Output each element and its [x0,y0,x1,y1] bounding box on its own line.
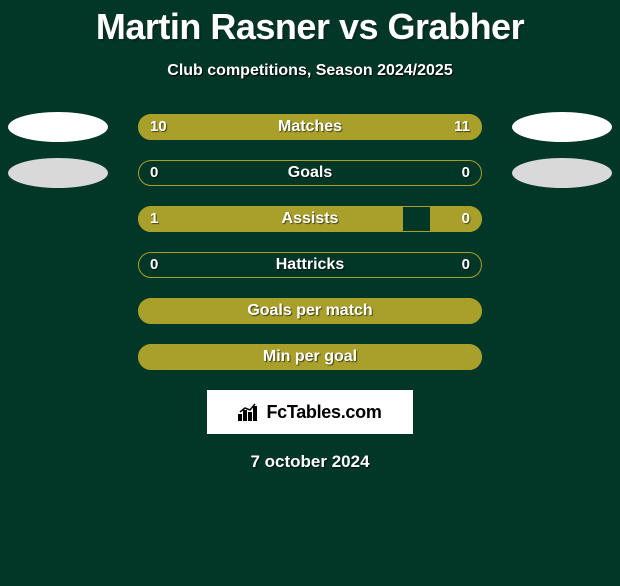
stat-value-left: 10 [150,114,167,140]
player2-name: Grabher [388,6,525,47]
logo-text: FcTables.com [266,402,381,423]
stat-row: Min per goal [0,344,620,370]
logo-box: FcTables.com [207,390,413,434]
stat-label: Assists [138,206,482,232]
stat-value-left: 0 [150,252,158,278]
player1-ellipse [8,158,108,188]
player1-name: Martin Rasner [96,6,330,47]
stat-label: Hattricks [138,252,482,278]
stat-value-left: 1 [150,206,158,232]
stat-row: Goals0 0 [0,160,620,186]
vs-text: vs [339,6,378,47]
stat-label: Goals [138,160,482,186]
stat-value-right: 0 [462,206,470,232]
stat-value-left: 0 [150,160,158,186]
stat-row: Assists1 0 [0,206,620,232]
stat-value-right: 11 [454,114,470,140]
comparison-title: Martin Rasner vs Grabher [0,6,620,48]
stat-row: Matches10 11 [0,114,620,140]
player2-ellipse [512,158,612,188]
fctables-icon [238,403,260,421]
stat-row: Goals per match [0,298,620,324]
stat-label: Matches [138,114,482,140]
stats-area: Matches1011Goals00Assists10Hattricks00Go… [0,114,620,370]
stat-value-right: 0 [462,252,470,278]
subtitle: Club competitions, Season 2024/2025 [0,62,620,80]
stat-value-right: 0 [462,160,470,186]
player1-ellipse [8,112,108,142]
stat-label: Min per goal [138,344,482,370]
stat-label: Goals per match [138,298,482,324]
date-label: 7 october 2024 [0,452,620,472]
player2-ellipse [512,112,612,142]
stat-row: Hattricks0 0 [0,252,620,278]
